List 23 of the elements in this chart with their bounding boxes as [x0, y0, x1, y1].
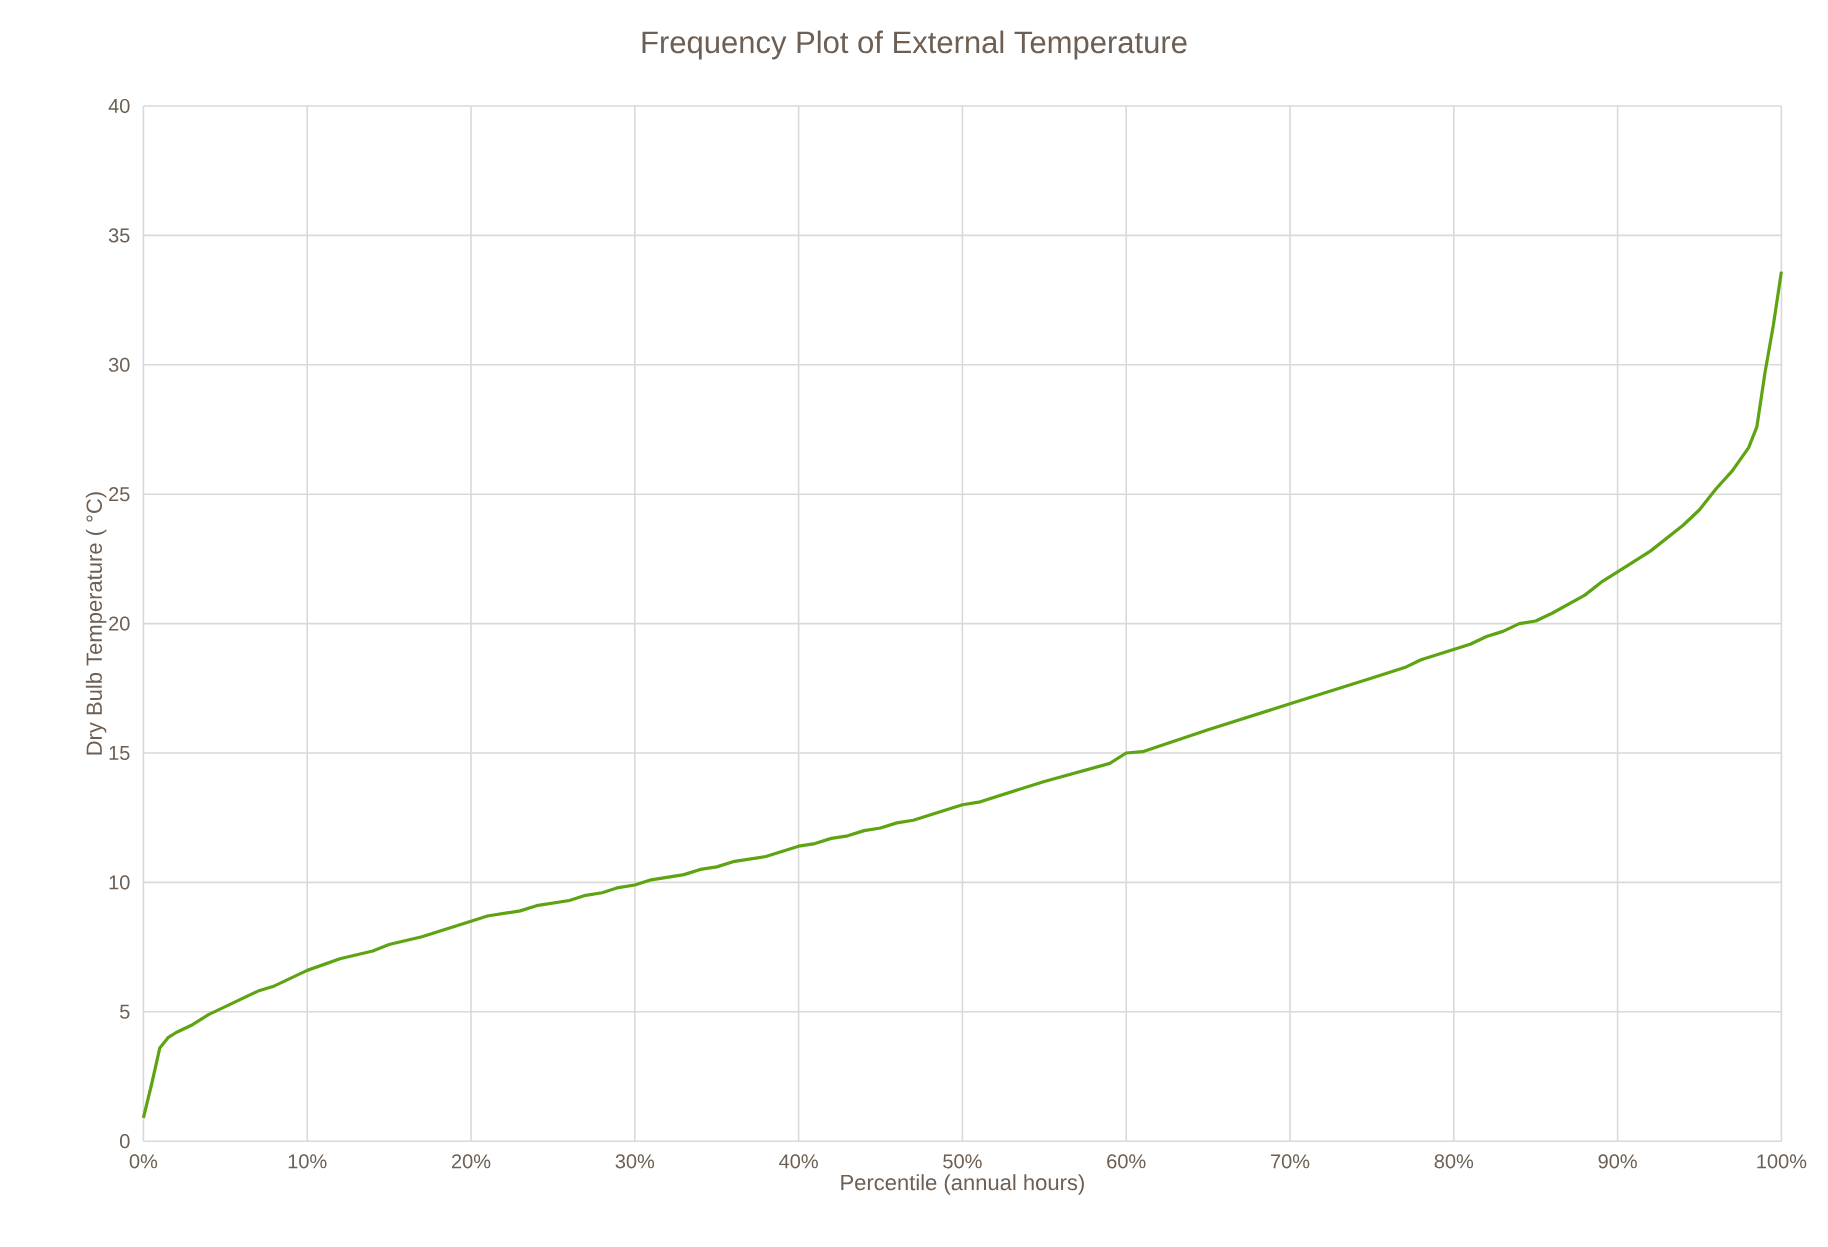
y-tick-label: 40: [108, 98, 130, 114]
x-tick-label: 30%: [615, 1154, 655, 1169]
x-tick-label: 100%: [1757, 1154, 1807, 1169]
y-tick-label: 15: [109, 746, 130, 760]
y-tick-label: 30: [108, 357, 130, 372]
y-tick-label: 20: [109, 616, 130, 631]
y-tick-label: 35: [108, 228, 130, 243]
x-tick-label: 80%: [1434, 1154, 1474, 1169]
y-tick-label: 10: [109, 875, 130, 890]
x-tick-label: 50%: [943, 1154, 982, 1169]
x-tick-label: 20%: [451, 1154, 491, 1169]
x-axis-title: Percentile (annual hours): [841, 1174, 1084, 1195]
x-tick-label: 90%: [1598, 1154, 1637, 1169]
chart-title: Frequency Plot of External Temperature: [642, 30, 1187, 60]
x-tick-label: 70%: [1271, 1154, 1310, 1169]
x-tick-label: 10%: [288, 1154, 327, 1169]
y-axis-title: Dry Bulb Temperature ( °C): [85, 492, 107, 755]
x-tick-label: 40%: [779, 1154, 818, 1169]
x-tick-label: 60%: [1107, 1154, 1146, 1169]
y-tick-label: 25: [109, 487, 130, 502]
x-tick-label: 0%: [129, 1154, 158, 1169]
y-tick-label: 5: [120, 1004, 130, 1019]
y-tick-label: 0: [120, 1134, 130, 1149]
